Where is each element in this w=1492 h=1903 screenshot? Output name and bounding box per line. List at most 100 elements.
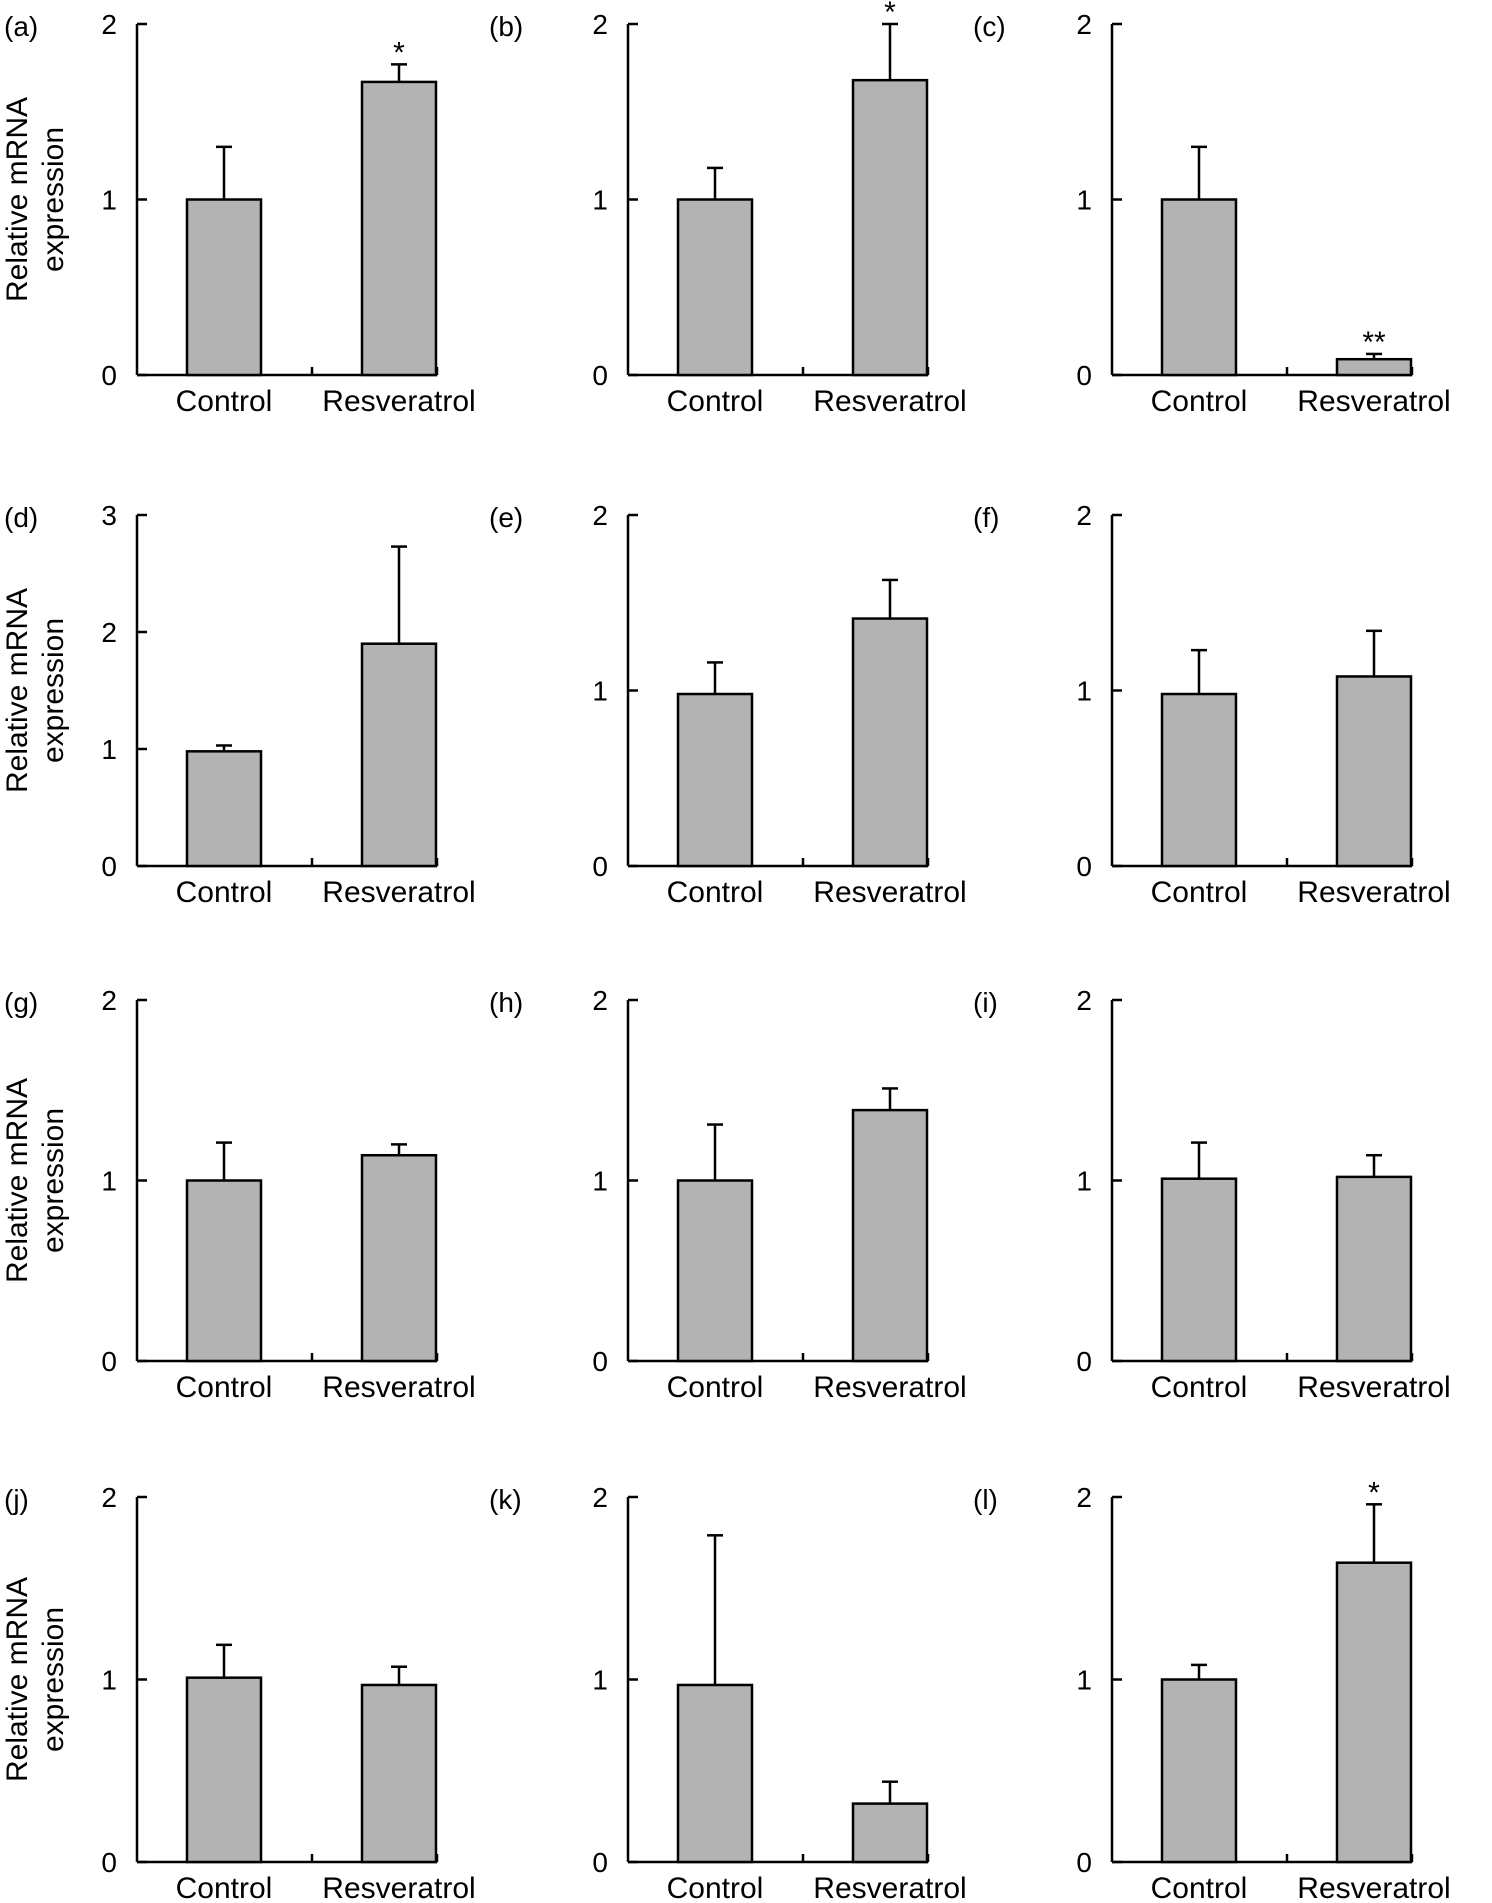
y-axis-title-line1: Relative mRNA	[1, 1577, 34, 1782]
panel-label: (h)	[489, 987, 523, 1018]
panel-e: (e) 0 1 2 Control Resveratrol	[489, 500, 967, 909]
y-tick-label: 0	[592, 1346, 608, 1377]
category-label: Control	[667, 385, 764, 418]
bar-control	[676, 1179, 754, 1363]
y-tick-label: 0	[592, 851, 608, 882]
y-tick-label: 2	[1076, 985, 1092, 1016]
category-label: Resveratrol	[813, 1872, 966, 1903]
y-tick-label: 0	[1076, 851, 1092, 882]
y-tick-label: 1	[1076, 1166, 1092, 1197]
y-tick-label: 0	[101, 1847, 117, 1878]
category-label: Resveratrol	[1297, 385, 1450, 418]
panel-label: (l)	[973, 1484, 998, 1515]
bar-resveratrol	[360, 642, 438, 868]
y-tick-label: 2	[592, 9, 608, 40]
category-label: Resveratrol	[322, 1872, 475, 1903]
y-tick-label: 2	[1076, 500, 1092, 531]
bar-resveratrol	[851, 1108, 929, 1363]
y-tick-label: 2	[1076, 9, 1092, 40]
y-tick-label: 1	[1076, 185, 1092, 216]
y-axis-title-line1: Relative mRNA	[1, 1078, 34, 1283]
category-label: Control	[667, 1371, 764, 1404]
category-label: Resveratrol	[1297, 876, 1450, 909]
y-tick-label: 2	[101, 1482, 117, 1513]
y-tick-label: 2	[592, 1482, 608, 1513]
bar-resveratrol	[1335, 675, 1413, 868]
significance-marker: *	[884, 0, 896, 29]
y-axis-title-line2: expression	[37, 127, 70, 272]
y-tick-label: 2	[101, 985, 117, 1016]
category-label: Resveratrol	[322, 876, 475, 909]
panel-f: (f) 0 1 2 Control Resveratrol	[973, 500, 1451, 909]
bar-control	[1160, 1177, 1238, 1363]
category-label: Control	[1151, 385, 1248, 418]
panel-label: (e)	[489, 502, 523, 533]
y-tick-label: 2	[101, 9, 117, 40]
y-tick-label: 2	[592, 985, 608, 1016]
bar-resveratrol	[1335, 1561, 1413, 1864]
category-label: Control	[176, 1872, 273, 1903]
y-tick-label: 0	[1076, 1847, 1092, 1878]
bar-resveratrol	[360, 1683, 438, 1864]
panel-b: (b) 0 1 2 Control * Resveratrol	[489, 0, 967, 418]
y-tick-label: 0	[101, 851, 117, 882]
bar-resveratrol	[360, 1153, 438, 1363]
category-label: Control	[1151, 1872, 1248, 1903]
category-label: Resveratrol	[813, 1371, 966, 1404]
panel-label: (a)	[4, 11, 38, 42]
bar-control	[185, 198, 263, 377]
category-label: Control	[667, 876, 764, 909]
panel-label: (j)	[4, 1484, 29, 1515]
y-tick-label: 1	[101, 1166, 117, 1197]
bar-control	[185, 1676, 263, 1864]
bar-resveratrol	[1335, 1175, 1413, 1363]
category-label: Resveratrol	[322, 1371, 475, 1404]
y-axis-title-line2: expression	[37, 1607, 70, 1752]
panel-i: (i) 0 1 2 Control Resveratrol	[973, 985, 1451, 1404]
bar-resveratrol	[360, 80, 438, 377]
panel-k: (k) 0 1 2 Control Resveratrol	[489, 1482, 967, 1903]
bar-control	[185, 750, 263, 868]
y-axis-title-line2: expression	[37, 1108, 70, 1253]
panel-h: (h) 0 1 2 Control Resveratrol	[489, 985, 967, 1404]
bar-resveratrol	[851, 78, 929, 377]
panel-label: (b)	[489, 11, 523, 42]
bar-control	[1160, 692, 1238, 868]
bar-control	[676, 198, 754, 377]
y-tick-label: 1	[1076, 676, 1092, 707]
y-tick-label: 1	[1076, 1665, 1092, 1696]
bar-resveratrol	[851, 617, 929, 868]
y-tick-label: 0	[101, 360, 117, 391]
bar-control	[676, 692, 754, 868]
panel-label: (k)	[489, 1484, 522, 1515]
category-label: Resveratrol	[813, 385, 966, 418]
y-tick-label: 1	[592, 676, 608, 707]
y-tick-label: 1	[101, 734, 117, 765]
bar-resveratrol	[851, 1802, 929, 1864]
panel-label: (f)	[973, 502, 999, 533]
y-tick-label: 1	[101, 1665, 117, 1696]
category-label: Control	[176, 1371, 273, 1404]
bar-control	[185, 1179, 263, 1363]
category-label: Control	[176, 385, 273, 418]
category-label: Resveratrol	[1297, 1872, 1450, 1903]
y-axis-title-line1: Relative mRNA	[1, 588, 34, 793]
panel-label: (i)	[973, 987, 998, 1018]
panel-c: (c) 0 1 2 Control ** Resveratrol	[973, 9, 1451, 418]
panel-g: (g) 0 1 2 Control Resveratrol Relative mRNA exp…	[1, 985, 476, 1404]
y-tick-label: 2	[592, 500, 608, 531]
panel-j: (j) 0 1 2 Control Resveratrol Relative mRNA exp…	[1, 1482, 476, 1903]
category-label: Resveratrol	[1297, 1371, 1450, 1404]
category-label: Resveratrol	[322, 385, 475, 418]
y-tick-label: 3	[101, 500, 117, 531]
bar-control	[1160, 1678, 1238, 1864]
panel-d: (d) 0 1 2 3 Control Resveratrol Relative mRNA ex…	[1, 500, 476, 909]
panel-label: (c)	[973, 11, 1006, 42]
y-tick-label: 2	[101, 617, 117, 648]
y-tick-label: 1	[592, 1665, 608, 1696]
category-label: Control	[667, 1872, 764, 1903]
y-tick-label: 0	[101, 1346, 117, 1377]
y-tick-label: 2	[1076, 1482, 1092, 1513]
